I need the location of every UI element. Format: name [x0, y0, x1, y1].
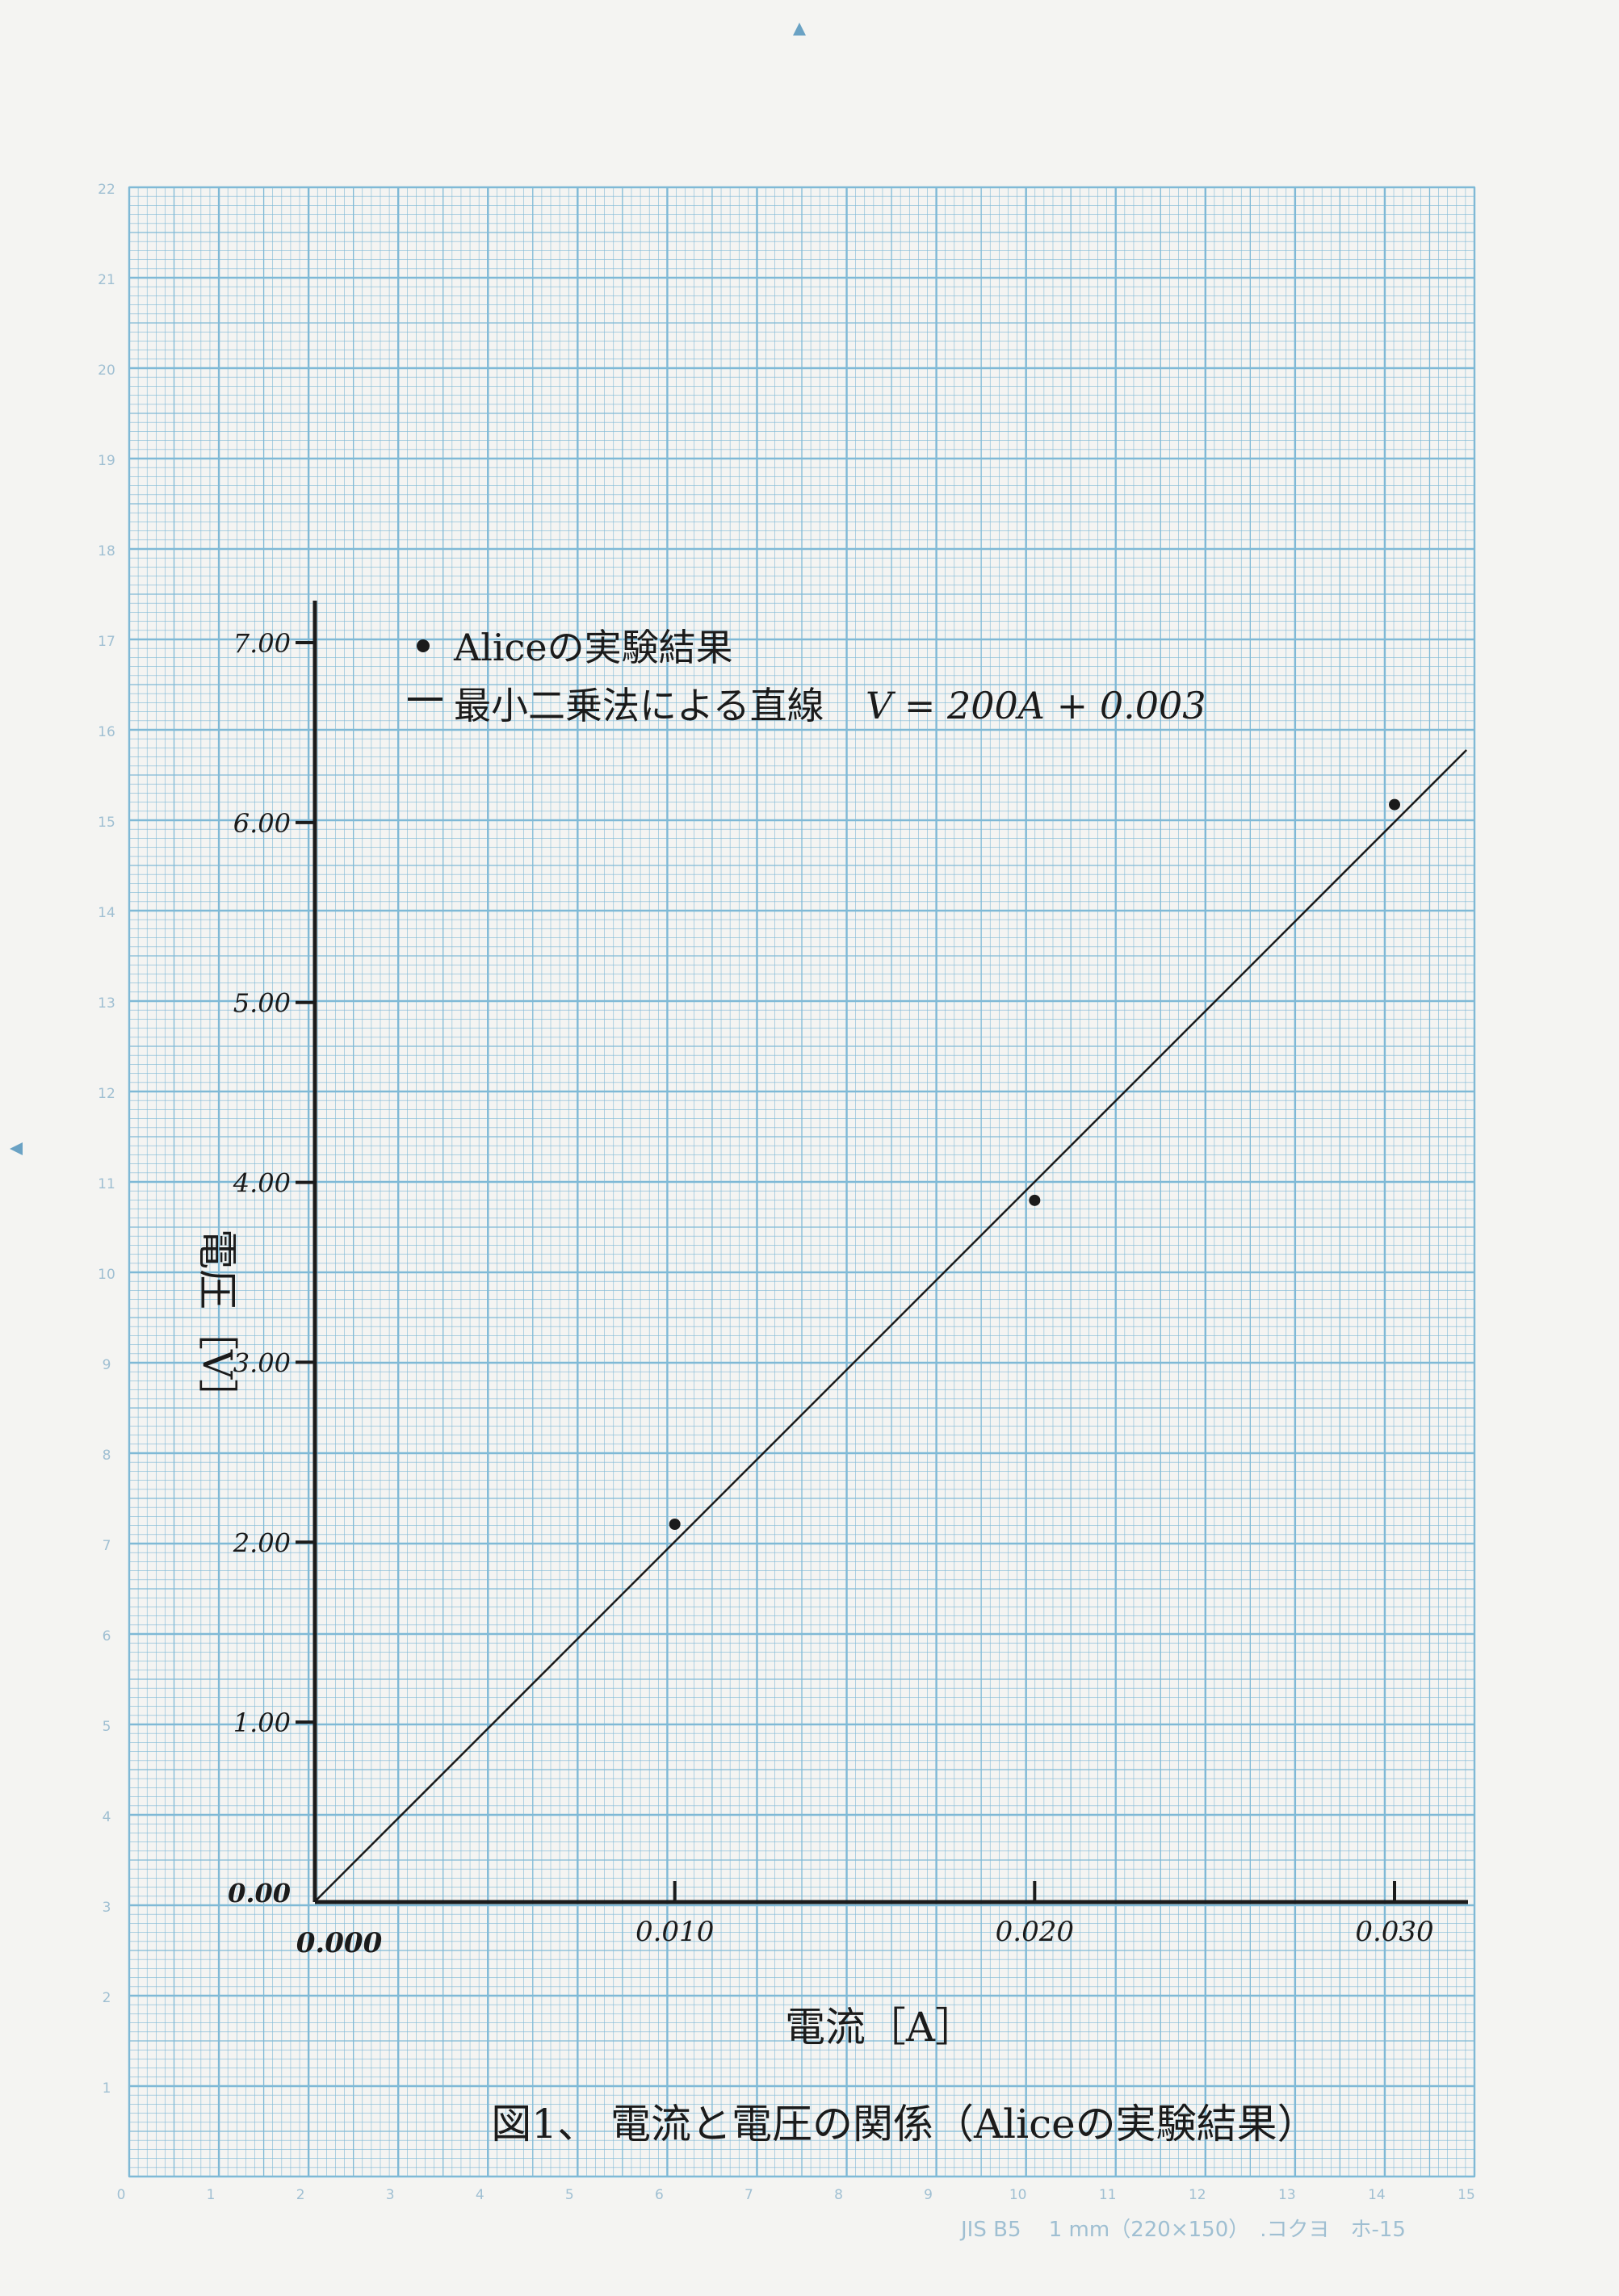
data-points	[669, 798, 1400, 1530]
least-squares-fit-line	[314, 749, 1468, 1903]
paper-scale-number: 16	[98, 724, 115, 740]
paper-scale-number: 9	[924, 2187, 933, 2203]
legend: Aliceの実験結果 最小二乗法による直線 V = 200A + 0.003	[408, 626, 1206, 727]
chart-axes	[312, 601, 1468, 1904]
y-tick-label: 5.00	[233, 988, 291, 1019]
paper-scale-number: 15	[98, 815, 115, 831]
legend-points-label: Aliceの実験結果	[453, 626, 733, 669]
paper-scale-number: 4	[476, 2187, 484, 2203]
paper-scale-number: 13	[1278, 2187, 1296, 2203]
y-axis-label: 電圧［V］	[194, 1229, 241, 1419]
paper-scale-number: 13	[98, 995, 115, 1012]
x-tick-label: 0.000	[296, 1927, 383, 1959]
paper-scale-number: 11	[98, 1176, 115, 1192]
paper-scale-number: 19	[98, 453, 115, 469]
paper-bottom-scale: 0 1 2 3 4 5 6 7 8 9 10 11 12 13 14 15	[117, 2187, 1475, 2203]
data-point	[1029, 1194, 1041, 1206]
paper-scale-number: 10	[1009, 2187, 1027, 2203]
paper-scale-number: 7	[103, 1538, 111, 1554]
fit-line-segment	[314, 749, 1468, 1903]
paper-scale-number: 6	[655, 2187, 664, 2203]
paper-scale-number: 4	[103, 1809, 111, 1825]
paper-scale-number: 10	[98, 1267, 115, 1283]
y-tick-label: 4.00	[233, 1168, 291, 1199]
paper-scale-number: 5	[565, 2187, 574, 2203]
paper-scale-number: 0	[117, 2187, 126, 2203]
x-tick-label: 0.010	[635, 1916, 714, 1948]
figure-caption: 図1、 電流と電圧の関係（Aliceの実験結果）	[491, 2101, 1317, 2147]
paper-scale-number: 17	[98, 634, 115, 650]
paper-scale-number: 1	[207, 2187, 216, 2203]
registration-mark-top-icon	[793, 23, 806, 36]
x-axis-label: 電流［A］	[785, 2004, 975, 2051]
paper-scale-number: 18	[98, 543, 115, 559]
paper-scale-number: 14	[1368, 2187, 1386, 2203]
paper-scale-number: 3	[386, 2187, 395, 2203]
paper-scale-number: 11	[1099, 2187, 1117, 2203]
paper-scale-number: 5	[103, 1719, 111, 1735]
y-tick-label: 0.00	[228, 1878, 291, 1908]
paper-scale-number: 6	[103, 1628, 111, 1644]
x-tick-label: 0.030	[1355, 1916, 1433, 1948]
paper-scale-number: 14	[98, 905, 115, 921]
fit-equation: V = 200A + 0.003	[866, 684, 1206, 727]
y-axis-ticks: 0.00 1.00 2.00 3.00 4.00 5.00 6.00 7.00	[228, 628, 315, 1908]
y-tick-label: 2.00	[233, 1527, 291, 1558]
y-tick-label: 1.00	[233, 1707, 291, 1738]
legend-line-label: 最小二乗法による直線	[454, 684, 824, 727]
paper-scale-number: 7	[744, 2187, 753, 2203]
paper-scale-number: 12	[98, 1086, 115, 1102]
legend-point-marker	[417, 639, 430, 652]
y-tick-label: 6.00	[233, 808, 291, 839]
y-tick-label: 7.00	[233, 628, 291, 659]
paper-scale-number: 8	[103, 1448, 111, 1464]
paper-scale-number: 1	[103, 2080, 111, 2097]
x-axis-ticks: 0.000 0.010 0.020 0.030	[296, 1881, 1434, 1959]
registration-mark-left-icon	[10, 1142, 23, 1155]
paper-scale-number: 20	[98, 362, 115, 379]
data-point	[669, 1519, 681, 1530]
paper-scale-number: 12	[1189, 2187, 1206, 2203]
data-point	[1389, 798, 1400, 811]
paper-scale-number: 3	[103, 1900, 111, 1916]
paper-scale-number: 2	[296, 2187, 305, 2203]
paper-scale-number: 22	[98, 182, 115, 198]
paper-scale-number: 9	[103, 1357, 111, 1373]
paper-scale-number: 15	[1458, 2187, 1475, 2203]
paper-footer-label: JIS B5 1 mm（220×150） .コクヨ ホ-15	[959, 2218, 1406, 2242]
x-tick-label: 0.020	[996, 1916, 1074, 1948]
paper-scale-number: 21	[98, 272, 115, 288]
paper-scale-number: 8	[834, 2187, 843, 2203]
millimeter-grid	[128, 186, 1476, 2178]
grid-border	[128, 186, 1475, 2177]
paper-scale-number: 2	[103, 1990, 111, 2006]
y-tick-label: 3.00	[233, 1347, 291, 1378]
